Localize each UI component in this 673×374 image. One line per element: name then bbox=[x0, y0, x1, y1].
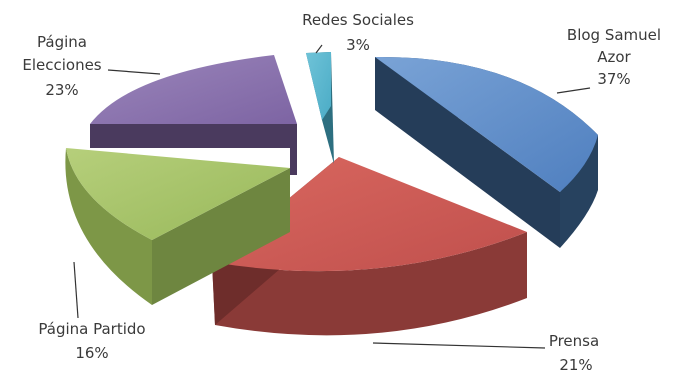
label-redes-sociales-pct: 3% bbox=[346, 36, 370, 54]
leader-lines bbox=[73, 44, 591, 349]
label-blog-samuel-azor-name-2: Azor bbox=[597, 48, 631, 66]
label-blog-samuel-azor-pct: 37% bbox=[597, 70, 630, 88]
label-prensa-pct: 21% bbox=[559, 356, 592, 374]
label-prensa-name: Prensa bbox=[549, 332, 599, 350]
leader-line-pagina-elecciones bbox=[107, 69, 161, 75]
leader-line-redes-sociales bbox=[315, 44, 323, 54]
data-labels: Redes Sociales 3% Blog Samuel Azor 37% P… bbox=[22, 11, 661, 374]
leader-line-prensa bbox=[372, 342, 546, 349]
pie-slice-pagina-partido bbox=[65, 148, 290, 305]
label-pagina-elecciones-name-1: Página bbox=[37, 33, 87, 51]
pie-slice-redes-sociales bbox=[306, 52, 334, 164]
pie-slice-pagina-elecciones bbox=[90, 55, 297, 175]
pie-slice-prensa bbox=[212, 157, 527, 336]
label-pagina-elecciones-pct: 23% bbox=[45, 81, 78, 99]
label-pagina-partido-name: Página Partido bbox=[38, 320, 145, 338]
label-pagina-partido-pct: 16% bbox=[75, 344, 108, 362]
leader-line-pagina-partido bbox=[73, 261, 79, 319]
pie-slice-blog-samuel-azor bbox=[375, 56, 598, 248]
label-redes-sociales-name: Redes Sociales bbox=[302, 11, 414, 29]
label-blog-samuel-azor-name-1: Blog Samuel bbox=[567, 26, 661, 44]
label-pagina-elecciones-name-2: Elecciones bbox=[22, 56, 101, 74]
leader-line-blog-samuel-azor bbox=[556, 87, 591, 94]
